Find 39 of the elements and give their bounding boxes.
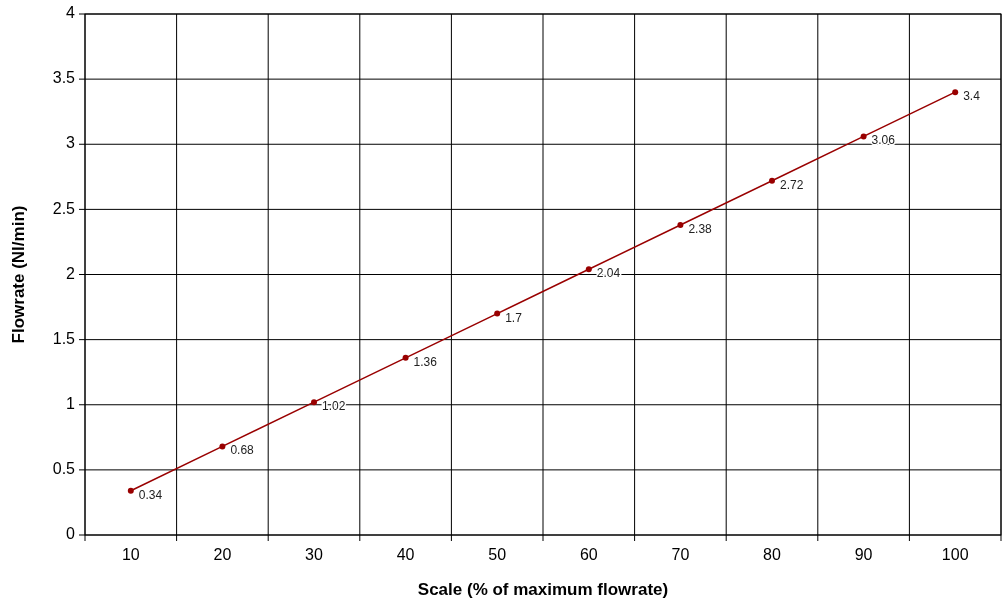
data-label: 0.68 [230, 443, 255, 458]
x-tick-label: 70 [671, 546, 690, 563]
point [860, 133, 867, 140]
x-tick-label: 60 [579, 546, 598, 563]
point [127, 487, 134, 494]
data-label: 2.38 [688, 222, 713, 237]
y-tick-label: 0 [66, 525, 76, 543]
x-tick-label: 40 [396, 546, 415, 563]
x-tick-label: 100 [941, 546, 969, 563]
point [769, 177, 775, 184]
x-tick-label: 90 [854, 546, 873, 563]
y-tick-label: 2.5 [52, 199, 76, 217]
x-tick-label: 30 [305, 546, 323, 563]
x-tick-label: 10 [121, 546, 140, 563]
y-tick-label: 2 [66, 264, 76, 282]
y-tick-label: 4 [66, 4, 76, 22]
y-tick-label: 3.5 [52, 69, 76, 87]
x-tick-label: 20 [213, 546, 232, 563]
point [494, 310, 501, 317]
point [677, 222, 684, 229]
x-tick-label: 50 [488, 546, 507, 563]
point [585, 266, 592, 273]
point [311, 399, 317, 406]
data-label: 1.7 [505, 310, 523, 325]
point [952, 89, 959, 96]
point [219, 443, 226, 450]
data-label: 2.72 [780, 177, 804, 192]
data-label: 0.34 [138, 487, 163, 502]
y-tick-label: 0.5 [52, 460, 76, 478]
x-axis-title: Scale (% of maximum flowrate) [417, 580, 669, 599]
point [402, 354, 409, 361]
y-tick-label: 1 [66, 394, 76, 412]
y-axis-title: Flowrate (Nl/min) [9, 205, 28, 344]
x-tick-label: 80 [763, 546, 781, 563]
data-label: 1.36 [413, 354, 438, 369]
y-tick-label: 1.5 [52, 329, 76, 347]
data-label: 3.4 [963, 89, 981, 104]
data-label: 3.06 [871, 133, 896, 148]
y-tick-label: 3 [66, 134, 76, 152]
